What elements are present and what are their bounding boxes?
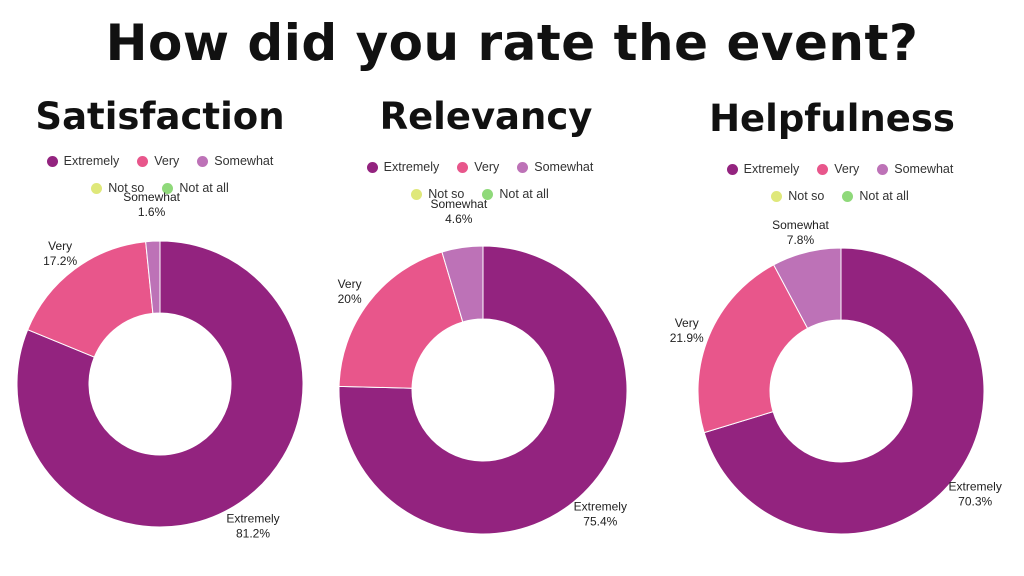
- legend-swatch-very: [457, 161, 469, 173]
- data-label-category: Very: [48, 239, 72, 253]
- legend-item-somewhat[interactable]: Somewhat: [877, 162, 953, 176]
- legend-swatch-not-at-all: [482, 188, 494, 200]
- slice-extremely[interactable]: [338, 245, 628, 535]
- legend-item-very[interactable]: Very: [817, 162, 859, 176]
- legend-label: Extremely: [383, 160, 440, 174]
- legend-swatch-not-so: [411, 188, 423, 200]
- legend-item-very[interactable]: Very: [457, 160, 499, 174]
- data-label-value: 75.4%: [583, 514, 617, 528]
- legend-label: Very: [834, 162, 860, 176]
- slice-somewhat[interactable]: [773, 247, 842, 330]
- data-label-category: Very: [338, 277, 362, 291]
- legend-swatch-extremely: [366, 161, 378, 173]
- legend-helpfulness: Extremely Very Somewhat Not so Not at al…: [680, 162, 1000, 216]
- data-label-value: 81.2%: [236, 527, 270, 541]
- legend-item-not-so[interactable]: Not so: [771, 189, 824, 203]
- legend-label: Somewhat: [534, 160, 594, 174]
- legend-label: Somewhat: [894, 162, 954, 176]
- legend-label: Somewhat: [214, 154, 274, 168]
- data-label-value: 7.8%: [787, 233, 815, 247]
- legend-item-extremely[interactable]: Extremely: [366, 160, 440, 174]
- chart-title-satisfaction: Satisfaction: [35, 95, 285, 138]
- legend-item-not-at-all[interactable]: Not at all: [162, 181, 229, 195]
- data-label-category: Somewhat: [772, 218, 829, 232]
- legend-item-somewhat[interactable]: Somewhat: [517, 160, 593, 174]
- data-label-value: 4.6%: [445, 212, 473, 226]
- legend-swatch-somewhat: [877, 163, 889, 175]
- slice-very[interactable]: [697, 264, 809, 434]
- chart-title-relevancy: Relevancy: [379, 95, 593, 138]
- legend-item-extremely[interactable]: Extremely: [46, 154, 120, 168]
- legend-label: Not so: [788, 189, 825, 203]
- legend-label: Extremely: [63, 154, 120, 168]
- data-label-value: 21.9%: [670, 331, 704, 345]
- chart-title-helpfulness: Helpfulness: [709, 97, 955, 140]
- legend-item-extremely[interactable]: Extremely: [726, 162, 800, 176]
- legend-label: Very: [474, 160, 500, 174]
- data-label-category: Extremely: [574, 499, 627, 513]
- main-title: How did you rate the event?: [105, 14, 919, 72]
- legend-label: Not so: [428, 187, 465, 201]
- legend-swatch-very: [817, 163, 829, 175]
- data-label-category: Extremely: [949, 479, 1002, 493]
- legend-item-not-at-all[interactable]: Not at all: [842, 189, 909, 203]
- data-label-category: Somewhat: [123, 190, 180, 204]
- data-label-value: 1.6%: [138, 205, 166, 219]
- legend-swatch-not-so: [771, 190, 783, 202]
- legend-swatch-extremely: [726, 163, 738, 175]
- legend-swatch-very: [137, 155, 149, 167]
- data-label-category: Very: [675, 316, 699, 330]
- legend-label: Not at all: [179, 181, 229, 195]
- data-label-value: 17.2%: [43, 254, 77, 268]
- legend-label: Not so: [108, 181, 145, 195]
- slice-somewhat[interactable]: [145, 240, 161, 314]
- legend-satisfaction: Extremely Very Somewhat Not so Not at al…: [0, 154, 320, 208]
- slice-very[interactable]: [27, 241, 154, 358]
- legend-swatch-not-at-all: [842, 190, 854, 202]
- legend-label: Extremely: [743, 162, 800, 176]
- legend-item-somewhat[interactable]: Somewhat: [197, 154, 273, 168]
- legend-item-not-at-all[interactable]: Not at all: [482, 187, 549, 201]
- legend-item-not-so[interactable]: Not so: [411, 187, 464, 201]
- data-label-category: Extremely: [226, 512, 279, 526]
- data-label-value: 70.3%: [958, 494, 992, 508]
- slice-very[interactable]: [338, 251, 464, 389]
- legend-swatch-not-so: [91, 182, 103, 194]
- slice-extremely[interactable]: [16, 240, 304, 528]
- legend-swatch-somewhat: [517, 161, 529, 173]
- legend-label: Not at all: [499, 187, 549, 201]
- data-label-category: Somewhat: [430, 197, 487, 211]
- legend-label: Very: [154, 154, 180, 168]
- slice-somewhat[interactable]: [441, 245, 484, 323]
- legend-item-not-so[interactable]: Not so: [91, 181, 144, 195]
- legend-swatch-extremely: [46, 155, 58, 167]
- legend-relevancy: Extremely Very Somewhat Not so Not at al…: [320, 160, 640, 214]
- legend-item-very[interactable]: Very: [137, 154, 179, 168]
- legend-swatch-not-at-all: [162, 182, 174, 194]
- legend-label: Not at all: [859, 189, 909, 203]
- data-label-value: 20%: [338, 292, 362, 306]
- slice-extremely[interactable]: [703, 247, 985, 535]
- legend-swatch-somewhat: [197, 155, 209, 167]
